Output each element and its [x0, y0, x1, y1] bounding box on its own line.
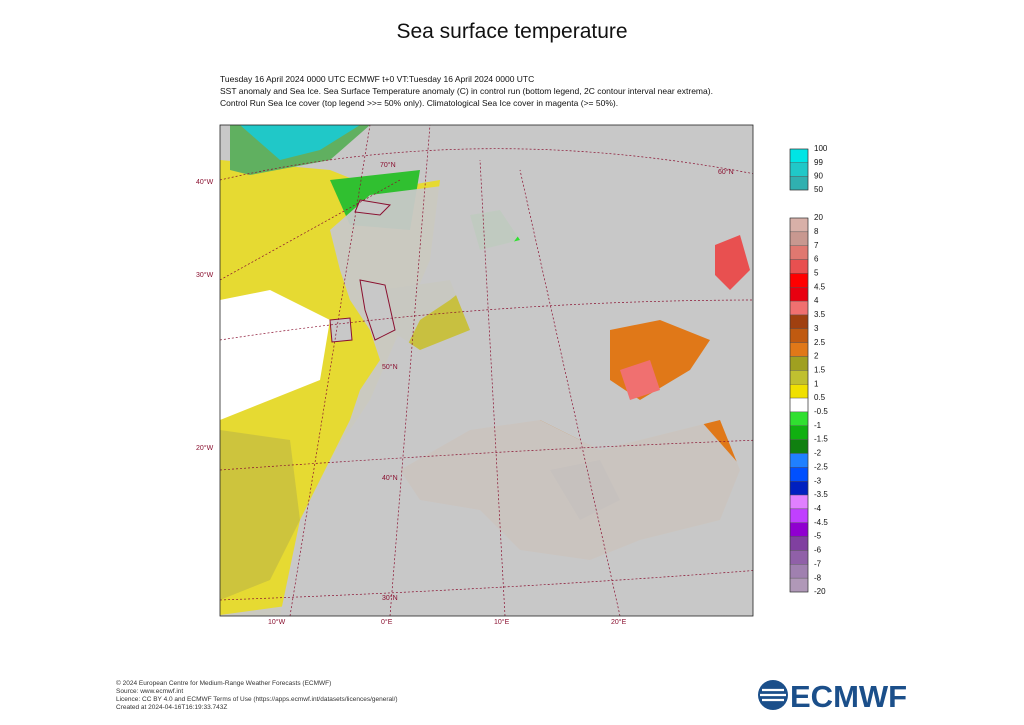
legend-label: -8 — [814, 573, 822, 582]
legend-swatch — [789, 397, 809, 413]
legend-swatch — [789, 245, 809, 260]
legend-label: 5 — [814, 269, 819, 278]
legend-label: -20 — [814, 587, 826, 596]
legend-label: -7 — [814, 559, 822, 568]
legend-label: 2 — [814, 352, 819, 361]
legend-label: 4 — [814, 296, 819, 305]
header-line: SST anomaly and Sea Ice. Sea Surface Tem… — [220, 86, 713, 96]
lat-label: 40°N — [382, 474, 398, 482]
legend-swatch — [789, 176, 809, 191]
legend-label: 0.5 — [814, 393, 826, 402]
legend-label: 50 — [814, 185, 823, 194]
legend-swatch — [789, 577, 809, 593]
legend-label: -2.5 — [814, 462, 828, 471]
logo-text: ECMWF — [790, 679, 907, 714]
legend-label: 2.5 — [814, 338, 826, 347]
legend-swatch — [789, 370, 809, 385]
legend-label: 20 — [814, 213, 823, 222]
title: Sea surface temperature — [396, 20, 627, 43]
lon-label: 10°E — [494, 618, 510, 626]
legend-swatch — [789, 314, 809, 330]
legend-label: 8 — [814, 227, 819, 236]
lat-label: 70°N — [380, 161, 396, 169]
lat-label: 60°N — [718, 168, 734, 176]
legend-label: -1.5 — [814, 435, 828, 444]
legend-label: 7 — [814, 241, 819, 250]
lon-label: 10°W — [268, 618, 286, 626]
legend-swatch — [789, 550, 809, 565]
legend-swatch — [789, 467, 809, 482]
legend-swatch — [789, 148, 809, 163]
lat-label: 30°N — [382, 594, 398, 602]
legend-label: -1 — [814, 421, 822, 430]
legend-swatch — [789, 356, 809, 371]
legend-label: 90 — [814, 171, 823, 180]
footer-line: Source: www.ecmwf.int — [116, 688, 183, 695]
lon-label: 40°W — [196, 178, 214, 186]
legend-swatch — [789, 217, 809, 233]
legend-frame — [789, 148, 809, 191]
legend-swatch — [789, 384, 809, 399]
legend-swatch — [789, 328, 809, 343]
legend-swatch — [789, 425, 809, 440]
legend-label: -0.5 — [814, 407, 828, 416]
legend-swatch — [789, 342, 809, 357]
legend-label: -3 — [814, 476, 822, 485]
legend-label: 6 — [814, 255, 819, 264]
legend-label: 4.5 — [814, 282, 826, 291]
legend-swatch — [789, 162, 809, 177]
legend-label: 3 — [814, 324, 819, 333]
lon-label: 20°W — [196, 444, 214, 452]
legend-label: 1 — [814, 379, 819, 388]
legend-swatch — [789, 259, 809, 274]
legend-swatch — [789, 564, 809, 579]
footer-line: © 2024 European Centre for Medium-Range … — [116, 679, 331, 687]
legend-label: 100 — [814, 144, 828, 153]
legend-swatch — [789, 522, 809, 537]
legend-frame — [789, 217, 809, 593]
legend-swatch — [789, 439, 809, 454]
legend-swatch — [789, 536, 809, 551]
legend-swatch — [789, 287, 809, 302]
lat-label: 50°N — [382, 363, 398, 371]
legend-label: -5 — [814, 532, 822, 541]
legend-swatch — [789, 494, 809, 510]
legend-label: -4 — [814, 504, 822, 513]
legend-label: 1.5 — [814, 365, 826, 374]
legend-label: -4.5 — [814, 518, 828, 527]
lon-label: 0°E — [381, 618, 393, 626]
header-line: Control Run Sea Ice cover (top legend >>… — [220, 98, 618, 108]
legend-swatch — [789, 273, 809, 288]
legend-swatch — [789, 411, 809, 426]
header-line: Tuesday 16 April 2024 0000 UTC ECMWF t+0… — [220, 74, 534, 84]
legend-label: 3.5 — [814, 310, 826, 319]
logo: ECMWF — [758, 679, 907, 714]
footer-line: Licence: CC BY 4.0 and ECMWF Terms of Us… — [116, 696, 398, 703]
legend-swatch — [789, 300, 809, 316]
lon-label: 30°W — [196, 271, 214, 279]
legend-swatch — [789, 231, 809, 246]
legend-label: -3.5 — [814, 490, 828, 499]
legend-label: 99 — [814, 158, 823, 167]
legend-swatch — [789, 508, 809, 523]
map: 40°W 30°W 20°W 10°W 0°E 10°E 20°E 70°N 6… — [196, 124, 754, 626]
legend-swatch — [789, 453, 809, 468]
legend-label: -2 — [814, 449, 822, 458]
legend-swatch — [789, 480, 809, 496]
lon-label: 20°E — [611, 618, 627, 626]
legends: 100 99 90 50 20 8 7 6 5 4.5 4 3.5 3 2.5 2 1.5 1 0.5 -0.5 -1… — [789, 144, 828, 596]
footer-line: Created at 2024-04-16T16:19:33.743Z — [116, 704, 227, 711]
legend-label: -6 — [814, 546, 822, 555]
